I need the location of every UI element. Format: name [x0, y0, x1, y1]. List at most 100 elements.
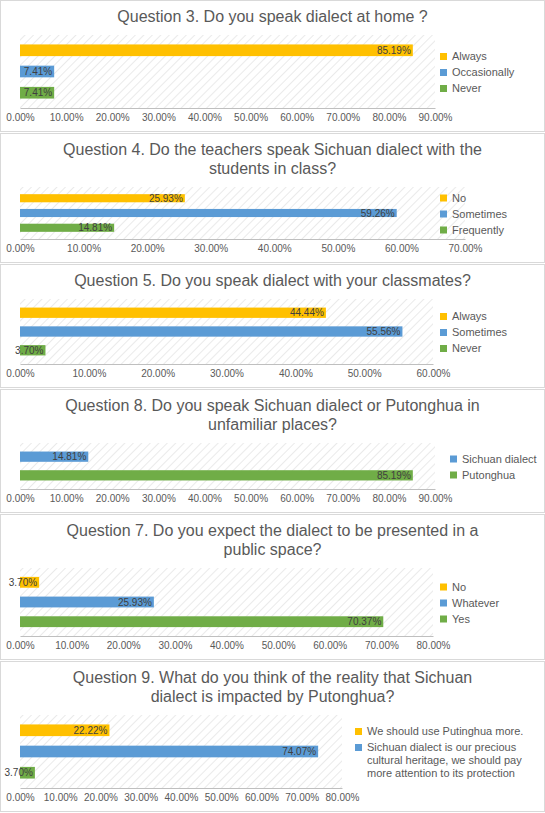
- text-line: unfamiliar places?: [208, 416, 337, 433]
- legend-item: Sichuan dialect is our preciouscultural …: [355, 741, 522, 779]
- legend-item: Yes: [440, 613, 470, 625]
- legend-item: Putonghua: [450, 469, 516, 481]
- axis-line: [21, 108, 436, 109]
- legend-swatch: [355, 728, 362, 735]
- tick-label: 40.00%: [258, 243, 292, 254]
- x-axis: 0.00%10.00%20.00%30.00%40.00%50.00%60.00…: [6, 108, 452, 123]
- legend-item: Sometimes: [440, 326, 508, 338]
- chart-panel: Question 4. Do the teachers speak Sichua…: [1, 134, 545, 263]
- data-label: 74.07%: [282, 746, 316, 757]
- legend-item: Sichuan dialect: [450, 453, 537, 465]
- tick-label: 10.00%: [55, 640, 89, 651]
- legend-label: No: [452, 581, 466, 593]
- data-label: 3.70%: [15, 345, 43, 356]
- axis-line: [21, 239, 466, 240]
- tick-label: 30.00%: [142, 112, 176, 123]
- legend-item: We should use Putinghua more.: [355, 725, 523, 737]
- axis-line: [21, 636, 434, 637]
- tick: 30.00%: [158, 636, 192, 651]
- data-label: 7.41%: [24, 66, 52, 77]
- data-label: 22.22%: [74, 725, 108, 736]
- tick: 10.00%: [55, 636, 89, 651]
- plot-background: [20, 443, 435, 489]
- legend-swatch: [440, 85, 447, 92]
- tick-label: 40.00%: [210, 640, 244, 651]
- text-line: Putonghua: [462, 469, 516, 481]
- tick: 40.00%: [188, 108, 222, 123]
- legend-swatch: [440, 616, 447, 623]
- panel-border: [1, 134, 545, 263]
- tick: 10.00%: [50, 108, 84, 123]
- tick-label: 80.00%: [372, 112, 406, 123]
- legend-label: We should use Putinghua more.: [367, 725, 523, 737]
- tick-label: 10.00%: [67, 243, 101, 254]
- tick-label: 90.00%: [419, 112, 453, 123]
- text-line: Question 5. Do you speak dialect with yo…: [74, 272, 471, 289]
- bar: [20, 44, 413, 56]
- legend-swatch: [355, 744, 362, 751]
- bar: [20, 452, 88, 462]
- text-line: Sometimes: [452, 208, 508, 220]
- text-line: Question 7. Do you expect the dialect to…: [67, 522, 479, 539]
- tick-label: 20.00%: [107, 640, 141, 651]
- tick: 30.00%: [194, 239, 228, 254]
- data-label: 3.70%: [5, 767, 33, 778]
- tick-label: 60.00%: [417, 368, 451, 379]
- bar: [20, 616, 383, 627]
- tick: 70.00%: [326, 108, 360, 123]
- tick-label: 90.00%: [419, 493, 453, 504]
- data-label: 85.19%: [377, 470, 411, 481]
- marks: [20, 724, 318, 778]
- tick-label: 0.00%: [6, 640, 34, 651]
- bar: [20, 470, 413, 480]
- legend-swatch: [440, 329, 447, 336]
- legend-item: Never: [440, 342, 482, 354]
- data-label: 14.81%: [52, 451, 86, 462]
- bar: [20, 597, 154, 608]
- tick: 40.00%: [188, 489, 222, 504]
- bars: [20, 724, 318, 778]
- data-labels: 85.19%7.41%7.41%: [24, 45, 411, 98]
- tick-label: 60.00%: [245, 792, 279, 803]
- tick: 30.00%: [210, 364, 244, 379]
- tick: 0.00%: [6, 239, 34, 254]
- tick: 70.00%: [365, 636, 399, 651]
- text-line: Question 8. Do you speak Sichuan dialect…: [65, 397, 480, 414]
- tick: 30.00%: [124, 788, 158, 803]
- tick: 0.00%: [6, 364, 34, 379]
- tick-label: 50.00%: [234, 493, 268, 504]
- text-line: Question 9. What do you think of the rea…: [73, 669, 472, 686]
- marks: [20, 194, 397, 232]
- text-line: more attention to its protection: [367, 767, 515, 779]
- tick-label: 40.00%: [165, 792, 199, 803]
- tick: 50.00%: [321, 239, 355, 254]
- chart-title: Question 4. Do the teachers speak Sichua…: [63, 141, 482, 177]
- tick: 0.00%: [6, 108, 34, 123]
- tick: 60.00%: [280, 489, 314, 504]
- x-axis: 0.00%10.00%20.00%30.00%40.00%50.00%60.00…: [6, 788, 359, 803]
- chart-title: Question 9. What do you think of the rea…: [73, 669, 472, 705]
- data-label: 3.70%: [9, 577, 37, 588]
- panel-border: [1, 515, 545, 660]
- tick: 50.00%: [234, 489, 268, 504]
- data-label: 25.93%: [118, 597, 152, 608]
- text-line: Occasionally: [452, 66, 515, 78]
- legend-label: Sometimes: [452, 208, 508, 220]
- legend-item: Never: [440, 82, 482, 94]
- text-line: dialect is impacted by Putonghua?: [151, 688, 395, 705]
- x-axis: 0.00%10.00%20.00%30.00%40.00%50.00%60.00…: [6, 489, 452, 504]
- legend-item: Sometimes: [440, 208, 508, 220]
- legend-swatch: [440, 69, 447, 76]
- data-labels: 22.22% 74.07% 3.70%: [5, 725, 317, 778]
- tick: 80.00%: [326, 788, 360, 803]
- axis-line: [21, 788, 343, 789]
- text-line: Yes: [452, 613, 470, 625]
- data-labels: 14.81% 85.19%: [52, 451, 411, 481]
- tick-label: 70.00%: [326, 112, 360, 123]
- tick-label: 80.00%: [326, 792, 360, 803]
- text-line: Sometimes: [452, 326, 508, 338]
- legend-swatch: [440, 53, 447, 60]
- text-line: Always: [452, 310, 487, 322]
- bar: [20, 724, 109, 736]
- tick-label: 80.00%: [372, 493, 406, 504]
